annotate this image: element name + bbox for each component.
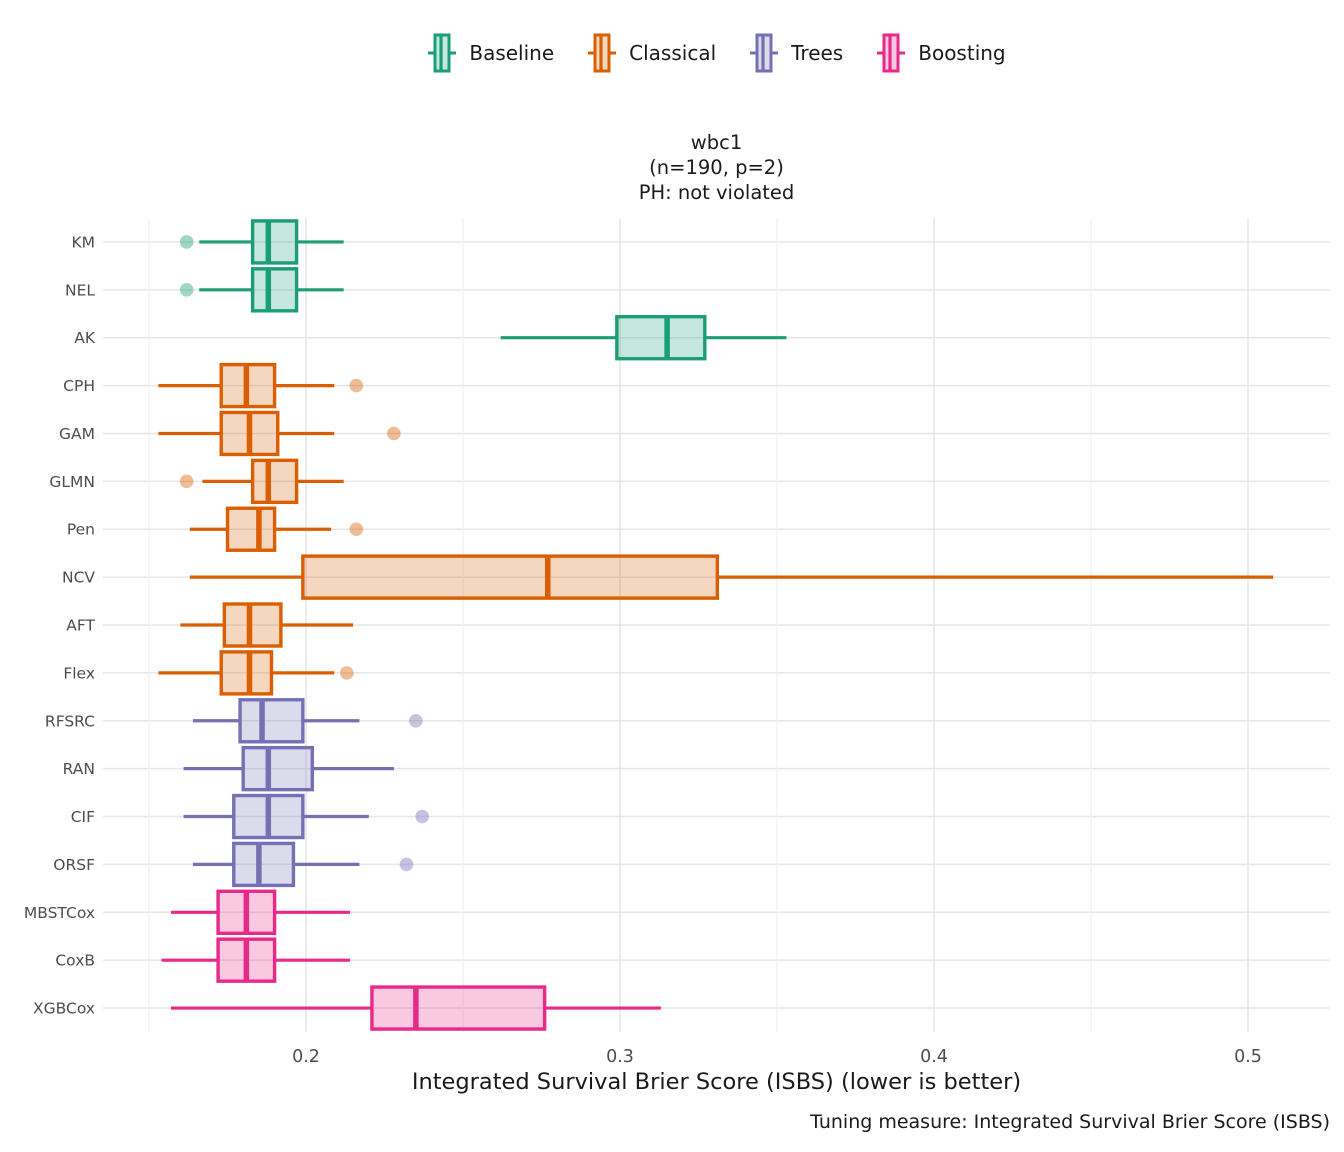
legend-item-trees: Trees bbox=[750, 32, 843, 74]
legend: Baseline Classical Trees Boosting bbox=[90, 32, 1344, 74]
boxplot-row-RFSRC bbox=[192, 698, 423, 744]
outlier-GLMN bbox=[179, 474, 194, 489]
y-axis-label-CIF: CIF bbox=[71, 808, 95, 826]
boxplot-row-GLMN bbox=[179, 458, 344, 505]
boxplot-row-CoxB bbox=[161, 937, 350, 983]
iqr-box-ORSF bbox=[232, 841, 296, 888]
legend-label-trees: Trees bbox=[791, 41, 844, 65]
legend-label-classical: Classical bbox=[629, 41, 717, 65]
iqr-box-AFT bbox=[222, 602, 283, 648]
tuning-caption: Tuning measure: Integrated Survival Brie… bbox=[810, 1111, 1330, 1133]
y-axis-label-ORSF: ORSF bbox=[53, 856, 95, 874]
y-axis: KM NEL AK CPH GAM GLMN Pen NCV AFT Flex RFSRC RAN CI… bbox=[24, 233, 96, 1017]
boxplot-row-GAM bbox=[158, 410, 401, 457]
y-axis-label-NCV: NCV bbox=[62, 569, 95, 587]
boxplot-row-NEL bbox=[179, 267, 344, 313]
outlier-Flex bbox=[340, 666, 354, 680]
x-axis-title: Integrated Survival Brier Score (ISBS) (… bbox=[411, 1069, 1022, 1095]
y-axis-label-RAN: RAN bbox=[63, 760, 95, 778]
legend-item-boosting: Boosting bbox=[877, 32, 1006, 74]
boxplot-row-AK bbox=[500, 315, 787, 361]
boxplot-row-RAN bbox=[183, 745, 394, 792]
legend-item-baseline: Baseline bbox=[428, 32, 554, 74]
outlier-KM bbox=[179, 235, 194, 249]
outlier-RFSRC bbox=[409, 713, 423, 728]
boxplot-row-Flex bbox=[158, 650, 354, 696]
outlier-CIF bbox=[415, 809, 429, 824]
y-axis-label-GLMN: GLMN bbox=[49, 473, 95, 491]
plot-title: wbc1 (n=190, p=2) PH: not violated bbox=[103, 130, 1330, 205]
iqr-box-KM bbox=[250, 219, 299, 265]
title-ph-status: PH: not violated bbox=[638, 181, 795, 204]
iqr-box-XGBCox bbox=[370, 985, 547, 1031]
y-axis-label-Pen: Pen bbox=[67, 521, 95, 539]
x-axis-tick-0.3: 0.3 bbox=[606, 1047, 634, 1067]
y-axis-label-AK: AK bbox=[74, 329, 96, 347]
x-axis-tick-0.4: 0.4 bbox=[920, 1047, 948, 1067]
y-axis-label-RFSRC: RFSRC bbox=[45, 712, 95, 730]
y-axis-label-CPH: CPH bbox=[63, 377, 95, 395]
outlier-GAM bbox=[387, 426, 401, 441]
legend-label-baseline: Baseline bbox=[469, 41, 555, 65]
iqr-box-GLMN bbox=[250, 458, 299, 505]
y-axis-label-GAM: GAM bbox=[59, 425, 95, 443]
boxplot-key-icon bbox=[428, 33, 457, 73]
boxplot-row-KM bbox=[179, 219, 344, 265]
x-axis-tick-0.2: 0.2 bbox=[292, 1047, 320, 1067]
outlier-CPH bbox=[349, 378, 364, 393]
boxplot-row-CIF bbox=[183, 793, 429, 840]
y-axis-label-NEL: NEL bbox=[65, 281, 95, 299]
title-dimensions: (n=190, p=2) bbox=[649, 156, 784, 179]
boxplot-key-icon bbox=[588, 33, 617, 73]
boxplot-row-MBSTCox bbox=[170, 889, 350, 935]
boxplot-row-XGBCox bbox=[170, 985, 661, 1031]
boxplot-row-CPH bbox=[158, 362, 364, 409]
outlier-Pen bbox=[349, 522, 364, 537]
y-axis-label-XGBCox: XGBCox bbox=[33, 1000, 95, 1018]
x-axis-tick-0.5: 0.5 bbox=[1234, 1047, 1262, 1067]
y-axis-label-AFT: AFT bbox=[66, 617, 95, 635]
x-axis: 0.2 0.3 0.4 0.5 bbox=[292, 1047, 1262, 1067]
y-axis-label-Flex: Flex bbox=[63, 664, 95, 682]
legend-label-boosting: Boosting bbox=[918, 41, 1006, 65]
y-axis-label-CoxB: CoxB bbox=[55, 952, 95, 970]
iqr-box-NEL bbox=[250, 267, 299, 313]
iqr-box-RFSRC bbox=[238, 698, 305, 744]
iqr-box-Pen bbox=[225, 506, 277, 552]
title-dataset: wbc1 bbox=[690, 131, 743, 154]
y-axis-label-MBSTCox: MBSTCox bbox=[24, 904, 95, 922]
y-axis-label-KM: KM bbox=[71, 233, 95, 251]
iqr-box-RAN bbox=[241, 745, 314, 792]
legend-item-classical: Classical bbox=[588, 32, 716, 74]
boxplot-row-ORSF bbox=[192, 841, 414, 888]
outlier-NEL bbox=[179, 283, 194, 297]
boxplot-row-AFT bbox=[180, 602, 354, 648]
iqr-box-AK bbox=[615, 315, 707, 361]
iqr-box-Flex bbox=[219, 650, 274, 696]
boxplot-key-icon bbox=[750, 33, 779, 73]
iqr-box-NCV bbox=[301, 554, 720, 600]
boxplot-row-Pen bbox=[189, 506, 364, 552]
boxplot-key-icon bbox=[877, 33, 906, 73]
boxplot-row-NCV bbox=[189, 554, 1274, 600]
outlier-ORSF bbox=[399, 857, 414, 872]
